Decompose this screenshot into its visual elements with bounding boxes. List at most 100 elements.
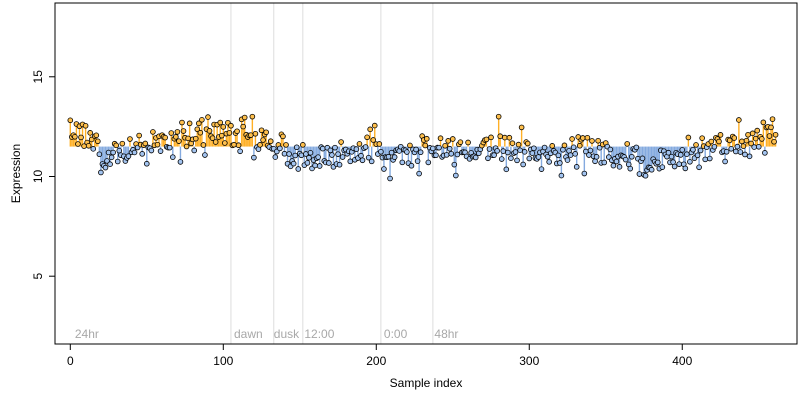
data-point <box>622 156 629 163</box>
data-point <box>749 130 756 137</box>
data-point <box>248 132 254 138</box>
data-point <box>191 147 198 154</box>
data-point <box>437 135 444 142</box>
data-point <box>249 113 256 120</box>
data-point <box>263 129 269 136</box>
data-point <box>610 162 617 169</box>
segment-label: 48hr <box>434 327 458 341</box>
x-tick-label: 300 <box>519 354 539 368</box>
data-point <box>576 142 583 149</box>
data-point <box>136 132 142 139</box>
data-point <box>558 172 565 179</box>
data-point <box>166 144 173 151</box>
data-point <box>368 158 375 165</box>
y-tick-label: 15 <box>31 70 45 84</box>
data-point <box>628 153 635 160</box>
data-point <box>742 151 748 158</box>
data-point <box>564 157 571 163</box>
data-point <box>173 134 179 140</box>
data-point <box>72 133 78 140</box>
data-point <box>748 140 754 147</box>
data-point <box>636 171 643 177</box>
data-point <box>95 138 101 145</box>
data-point <box>584 134 591 141</box>
data-point <box>257 142 263 148</box>
data-point <box>624 141 630 147</box>
data-point <box>75 141 81 147</box>
data-point <box>199 116 205 123</box>
data-point <box>139 151 146 157</box>
data-point <box>769 116 776 122</box>
data-point <box>226 130 233 136</box>
data-point <box>446 145 453 152</box>
y-tick-label: 5 <box>31 273 45 280</box>
data-point <box>586 152 592 158</box>
data-point <box>491 152 497 158</box>
data-point <box>192 135 199 142</box>
data-point <box>105 149 112 156</box>
data-point <box>743 137 750 144</box>
data-point <box>96 151 103 158</box>
data-point <box>659 164 666 170</box>
data-point <box>736 117 742 123</box>
data-point <box>633 144 640 151</box>
data-point <box>734 143 741 150</box>
data-point <box>442 142 448 149</box>
data-point <box>407 142 413 149</box>
data-point <box>108 154 115 161</box>
data-point <box>589 138 595 144</box>
data-point <box>174 129 181 135</box>
data-point <box>733 148 739 155</box>
data-point <box>293 144 300 151</box>
data-point <box>648 166 655 173</box>
data-point <box>613 158 620 165</box>
data-point <box>697 147 704 154</box>
data-point <box>85 142 92 149</box>
data-point <box>335 151 341 157</box>
data-point <box>267 138 274 145</box>
data-point <box>217 119 224 126</box>
data-point <box>131 149 138 156</box>
data-point <box>148 147 155 154</box>
data-point <box>457 139 464 145</box>
data-point <box>671 163 678 170</box>
data-point <box>258 127 265 134</box>
segment-label: 24hr <box>75 327 99 341</box>
data-point <box>365 154 372 161</box>
data-point <box>557 160 563 166</box>
data-point <box>485 155 491 162</box>
data-point <box>512 149 519 155</box>
data-point <box>196 120 202 127</box>
y-axis: 5 10 15 <box>31 70 55 280</box>
data-point <box>535 154 542 160</box>
data-point <box>300 142 306 148</box>
data-point <box>90 146 97 152</box>
data-point <box>408 162 415 169</box>
data-point <box>356 141 363 147</box>
data-point <box>367 126 373 133</box>
data-point <box>642 172 649 179</box>
data-point <box>570 144 577 151</box>
data-point <box>234 128 240 135</box>
data-point <box>387 175 393 182</box>
data-point <box>726 137 733 144</box>
data-point <box>573 164 580 170</box>
data-point <box>142 140 149 147</box>
data-point <box>205 114 211 120</box>
data-point <box>506 134 513 141</box>
data-point <box>378 148 384 155</box>
data-point <box>362 144 369 150</box>
data-point <box>102 164 109 171</box>
data-point <box>706 155 713 162</box>
data-point <box>347 158 354 165</box>
data-point <box>231 141 237 148</box>
data-point <box>762 150 768 156</box>
data-point <box>739 138 745 145</box>
data-point <box>515 141 522 148</box>
data-point <box>654 159 661 166</box>
data-point <box>728 145 735 152</box>
data-point <box>194 126 201 133</box>
x-axis-label: Sample index <box>390 376 463 390</box>
data-point <box>561 142 568 149</box>
data-point <box>93 132 100 139</box>
